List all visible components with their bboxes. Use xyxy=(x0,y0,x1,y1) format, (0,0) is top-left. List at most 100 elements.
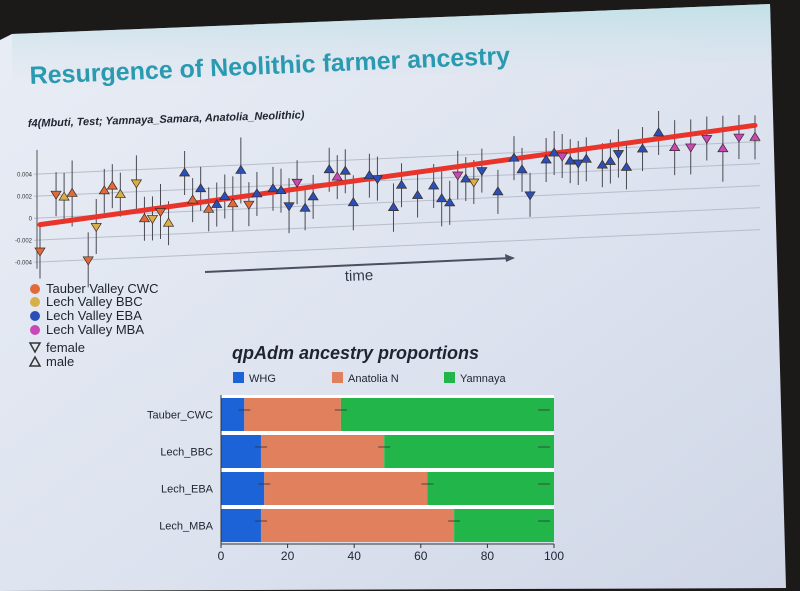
f4-plot: f4(Mbuti, Test; Yamnaya_Samara, Anatolia… xyxy=(15,109,761,288)
data-point-lech-valley-eba xyxy=(323,164,335,174)
grid-line xyxy=(33,163,761,197)
population-legend: Tauber Valley CWC Lech Valley BBC Lech V… xyxy=(28,281,158,369)
time-label: time xyxy=(345,267,374,285)
qpadm-x-axis: 0 20 40 60 80 100 xyxy=(218,395,564,563)
data-point-tauber-valley-cwc xyxy=(34,247,46,257)
data-point-lech-valley-mba xyxy=(685,143,697,153)
data-point-lech-valley-eba xyxy=(596,159,608,169)
data-point-lech-valley-eba xyxy=(572,159,584,169)
data-point-lech-valley-mba xyxy=(669,141,681,151)
data-point-lech-valley-eba xyxy=(219,190,231,200)
data-point-tauber-valley-cwc xyxy=(66,187,78,197)
data-point-lech-valley-eba xyxy=(411,189,424,199)
legend-male-label: male xyxy=(46,354,74,369)
screen-top-band xyxy=(12,4,772,92)
data-point-lech-valley-mba xyxy=(331,171,343,181)
y-tick-label: 0.004 xyxy=(17,172,33,178)
data-point-tauber-valley-cwc xyxy=(82,256,94,266)
data-point-lech-valley-eba xyxy=(251,188,263,198)
lech-bbc-marker xyxy=(30,297,40,307)
data-point-tauber-valley-cwc xyxy=(187,194,199,204)
category-label: Lech_MBA xyxy=(159,521,213,533)
qpadm-bars: Tauber_CWC Lech_BBC Lech_EBA Lech_MBA xyxy=(147,395,554,542)
legend-label: Tauber Valley CWC xyxy=(46,281,158,296)
bar-segment-yamnaya xyxy=(454,509,554,542)
legend-swatch-yamnaya xyxy=(444,372,455,383)
time-arrow xyxy=(204,257,513,273)
data-point-lech-valley-bbc xyxy=(90,223,102,233)
legend-swatch-whg xyxy=(233,372,244,383)
legend-label-yamnaya: Yamnaya xyxy=(460,373,507,385)
data-point-lech-valley-eba xyxy=(235,164,247,174)
category-label: Lech_EBA xyxy=(161,484,214,496)
y-tick-label: -0.004 xyxy=(15,260,33,266)
legend-female-label: female xyxy=(46,340,85,355)
data-point-tauber-valley-cwc xyxy=(227,198,239,208)
data-point-lech-valley-eba xyxy=(612,150,625,160)
legend-item-lech-mba: Lech Valley MBA xyxy=(30,322,144,337)
legend-item-tauber-cwc: Tauber Valley CWC xyxy=(30,281,158,296)
data-point-lech-valley-eba xyxy=(267,183,279,193)
qpadm-title: qpAdm ancestry proportions xyxy=(232,343,479,363)
data-point-lech-valley-eba xyxy=(636,143,649,153)
data-point-lech-valley-eba xyxy=(299,202,311,212)
qpadm-legend: WHG Anatolia N Yamnaya xyxy=(233,372,507,385)
data-point-lech-valley-eba xyxy=(428,180,440,190)
data-point-lech-valley-bbc xyxy=(468,178,480,188)
x-tick-label: 20 xyxy=(281,549,295,563)
legend-label: Lech Valley MBA xyxy=(46,322,144,337)
x-tick-label: 0 xyxy=(218,549,225,563)
data-point-lech-valley-eba xyxy=(195,183,207,193)
bar-segment-whg xyxy=(221,435,261,468)
f4-data-points xyxy=(34,127,761,266)
data-point-lech-valley-bbc xyxy=(162,217,175,227)
x-tick-label: 100 xyxy=(544,549,564,563)
data-point-lech-valley-bbc xyxy=(114,188,126,198)
data-point-lech-valley-eba xyxy=(604,155,617,165)
bar-segment-whg xyxy=(221,472,265,505)
data-point-lech-valley-mba xyxy=(701,135,713,145)
bar-segment-anatolia-n xyxy=(260,435,385,468)
data-point-lech-valley-eba xyxy=(178,167,191,177)
y-tick-label: 0 xyxy=(29,216,33,222)
data-point-tauber-valley-cwc xyxy=(243,200,255,210)
data-point-tauber-valley-cwc xyxy=(106,180,118,190)
data-point-lech-valley-eba xyxy=(363,170,376,180)
data-point-lech-valley-eba xyxy=(564,155,576,165)
category-label: Tauber_CWC xyxy=(147,410,213,422)
bar-segment-whg xyxy=(221,398,245,431)
category-label: Lech_BBC xyxy=(160,447,213,459)
data-point-lech-valley-mba xyxy=(291,178,303,188)
data-point-lech-valley-eba xyxy=(460,173,472,183)
data-point-lech-valley-eba xyxy=(275,184,287,195)
data-point-lech-valley-mba xyxy=(452,171,464,181)
triangle-down-icon xyxy=(28,342,42,354)
data-point-lech-valley-mba xyxy=(556,152,568,162)
lech-eba-marker xyxy=(30,311,40,321)
legend-item-lech-eba: Lech Valley EBA xyxy=(30,308,142,323)
grid-line xyxy=(33,229,761,263)
data-point-lech-valley-eba xyxy=(371,175,384,185)
data-point-lech-valley-eba xyxy=(548,147,560,157)
x-tick-label: 40 xyxy=(348,549,362,563)
data-point-lech-valley-mba xyxy=(717,143,729,153)
legend-label: Lech Valley EBA xyxy=(46,308,142,323)
legend-label-whg: WHG xyxy=(249,373,276,385)
data-point-tauber-valley-cwc xyxy=(154,208,167,218)
data-point-lech-valley-eba xyxy=(580,153,592,163)
time-arrow-head xyxy=(505,254,515,262)
y-tick-label: -0.002 xyxy=(15,238,33,244)
bar-segment-yamnaya xyxy=(340,398,554,431)
x-tick-label: 60 xyxy=(414,549,428,563)
bar-segment-whg xyxy=(221,509,261,542)
data-point-lech-valley-eba xyxy=(508,152,520,162)
data-point-lech-valley-bbc xyxy=(130,179,143,189)
legend-label-anatolia-n: Anatolia N xyxy=(348,373,399,385)
lech-mba-marker xyxy=(30,325,40,335)
grid-line xyxy=(33,207,761,241)
qpadm-chart: qpAdm ancestry proportions WHG Anatolia N… xyxy=(147,343,564,563)
data-point-lech-valley-eba xyxy=(516,164,528,174)
data-point-lech-valley-eba xyxy=(283,202,295,212)
data-point-lech-valley-eba xyxy=(444,197,456,207)
data-point-lech-valley-eba xyxy=(339,165,351,175)
